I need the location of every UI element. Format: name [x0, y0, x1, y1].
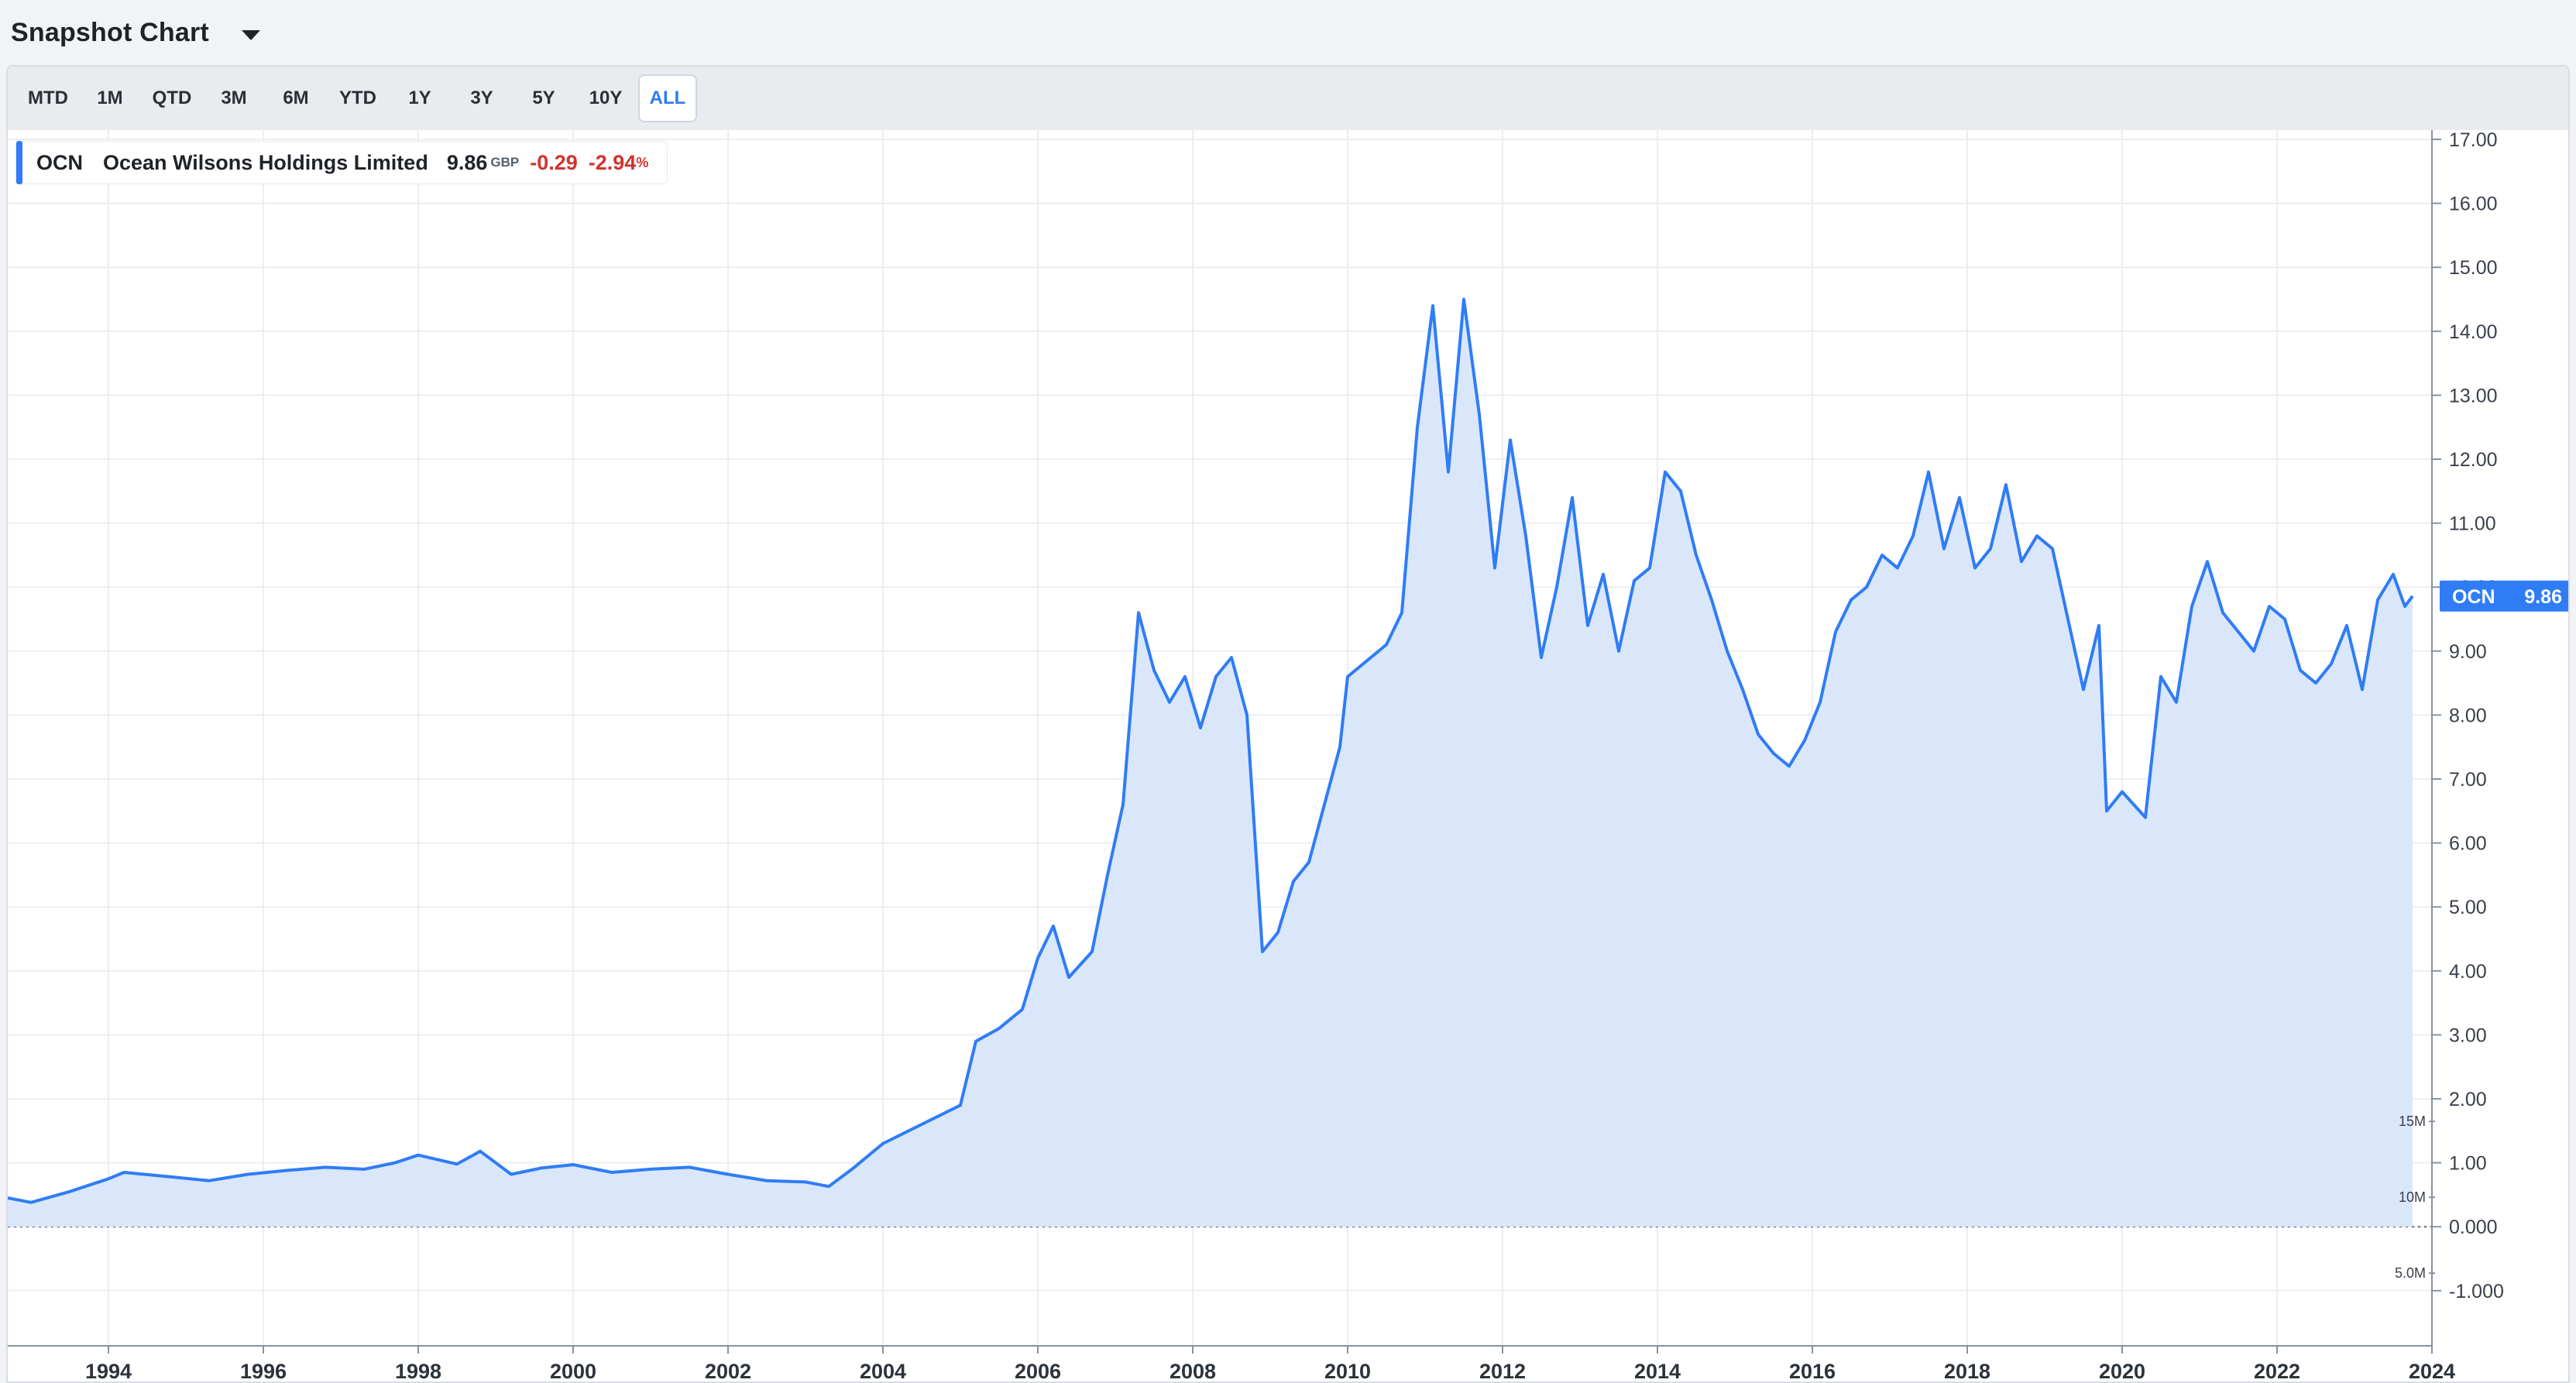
series-legend: OCN Ocean Wilsons Holdings Limited 9.86 …	[15, 141, 668, 184]
legend-ticker: OCN	[36, 150, 83, 174]
range-button-mtd[interactable]: MTD	[28, 88, 68, 108]
range-button-3y[interactable]: 3Y	[470, 88, 493, 108]
price-flag-bg	[2440, 580, 2568, 612]
chart-panel: MTD 1M QTD 3M 6M YTD 1Y 3Y 5Y 10Y ALL OC…	[6, 65, 2570, 1383]
series-area-ocn	[8, 299, 2413, 1227]
x-tick-label: 2022	[2254, 1360, 2300, 1383]
y-tick-label: 11.00	[2449, 513, 2496, 535]
legend-price: 9.86	[446, 150, 488, 174]
y-tick-label: 5.00	[2449, 897, 2487, 918]
range-button-1y[interactable]: 1Y	[408, 88, 431, 108]
legend-color-marker	[16, 141, 22, 184]
range-selector: MTD 1M QTD 3M 6M YTD 1Y 3Y 5Y 10Y ALL	[8, 67, 2568, 130]
volume-tick-label: 15M	[2399, 1114, 2426, 1129]
y-tick-label: 3.00	[2449, 1024, 2487, 1046]
x-tick-label: 2006	[1015, 1360, 1061, 1383]
series-line-ocn	[8, 297, 2414, 1204]
price-flag-ticker: OCN	[2452, 586, 2495, 608]
y-axis: 17.0016.0015.0014.0013.0012.0011.0010.00…	[2431, 130, 2504, 1346]
chart-title: Snapshot Chart	[11, 17, 209, 47]
x-tick-label: 1998	[395, 1360, 441, 1383]
x-tick-label: 2002	[705, 1360, 751, 1383]
x-tick-label: 2016	[1789, 1360, 1836, 1383]
y-tick-label: 12.00	[2449, 449, 2498, 471]
y-tick-label: 15.00	[2449, 257, 2498, 279]
x-tick-label: 2014	[1634, 1360, 1681, 1383]
y-tick-label: 4.00	[2449, 961, 2487, 983]
y-tick-label: 9.00	[2449, 641, 2487, 663]
y-tick-label: 8.00	[2449, 705, 2487, 726]
legend-change: -0.29	[530, 150, 578, 174]
y-tick-label: 6.00	[2449, 833, 2487, 855]
y-tick-label: 13.00	[2449, 385, 2498, 407]
y-tick-label: 14.00	[2449, 321, 2498, 343]
range-button-all[interactable]: ALL	[638, 74, 697, 122]
legend-currency: GBP	[490, 155, 520, 170]
x-tick-label: 2008	[1170, 1360, 1216, 1383]
volume-axis: 15M 10M 5.0M	[2395, 1114, 2435, 1281]
range-button-ytd[interactable]: YTD	[339, 88, 376, 108]
range-button-qtd[interactable]: QTD	[152, 88, 192, 108]
range-button-1m[interactable]: 1M	[97, 88, 123, 108]
y-tick-label: 7.00	[2449, 769, 2487, 791]
range-button-3m[interactable]: 3M	[221, 88, 247, 108]
chevron-down-icon[interactable]	[241, 29, 260, 40]
x-axis: 1994 1996 1998 2000 2002 2004 2006 2008 2010 2012…	[8, 1345, 2455, 1383]
x-tick-label: 2000	[550, 1360, 596, 1383]
x-tick-label: 2018	[1944, 1360, 1990, 1383]
chart-header: Snapshot Chart	[11, 0, 260, 65]
x-tick-label: 2012	[1479, 1360, 1526, 1383]
x-tick-label: 1996	[240, 1360, 287, 1383]
y-tick-label: 2.00	[2449, 1089, 2487, 1110]
y-tick-label: 1.00	[2449, 1153, 2487, 1175]
legend-pct-sign: %	[636, 154, 649, 170]
y-tick-label: 0.000	[2449, 1217, 2498, 1238]
price-flag-layer: OCN 9.86	[2440, 580, 2568, 612]
range-button-10y[interactable]: 10Y	[589, 88, 623, 108]
line-layer	[8, 297, 2414, 1204]
range-button-6m[interactable]: 6M	[283, 88, 309, 108]
price-chart[interactable]: 17.0016.0015.0014.0013.0012.0011.0010.00…	[8, 130, 2568, 1383]
y-tick-label: 17.00	[2449, 130, 2498, 151]
x-tick-label: 2024	[2409, 1360, 2455, 1383]
x-tick-label: 2020	[2099, 1360, 2145, 1383]
x-tick-label: 2004	[860, 1360, 906, 1383]
volume-tick-label: 10M	[2399, 1189, 2426, 1205]
area-layer	[8, 299, 2413, 1227]
price-flag-value: 9.86	[2524, 586, 2562, 608]
x-tick-label: 1994	[85, 1360, 132, 1383]
legend-change-pct: -2.94	[588, 150, 637, 174]
volume-tick-label: 5.0M	[2395, 1265, 2426, 1281]
x-tick-label: 2010	[1324, 1360, 1371, 1383]
y-tick-label: -1.000	[2449, 1281, 2504, 1302]
legend-company-name: Ocean Wilsons Holdings Limited	[103, 150, 428, 174]
y-tick-label: 16.00	[2449, 194, 2498, 215]
range-button-5y[interactable]: 5Y	[532, 88, 555, 108]
